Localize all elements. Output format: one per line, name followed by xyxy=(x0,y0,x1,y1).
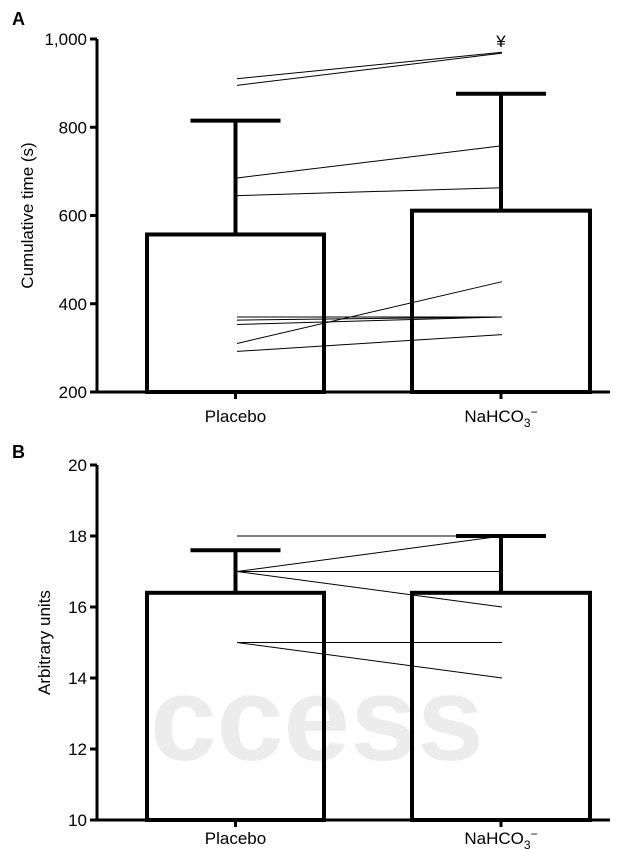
individual-line xyxy=(236,334,503,352)
y-tick-label: 18 xyxy=(68,527,87,546)
y-tick-label: 20 xyxy=(68,456,87,475)
individual-line xyxy=(236,52,503,86)
bar xyxy=(410,208,592,394)
individual-line xyxy=(236,145,503,179)
panel-b: B Arbitrary units 10 12 14 16 18 20 Placebo NaHCO… xyxy=(12,442,610,850)
y-tick-label: 800 xyxy=(59,118,87,137)
individual-line xyxy=(236,187,503,197)
y-axis-title: Cumulative time (s) xyxy=(18,142,37,288)
individual-line xyxy=(236,642,503,679)
watermark: ccess xyxy=(150,652,484,786)
y-tick-label: 400 xyxy=(59,295,87,314)
annotation: ¥ xyxy=(495,32,506,51)
individual-line xyxy=(236,316,503,325)
y-tick-label: 14 xyxy=(68,669,87,688)
panel-letter: B xyxy=(12,442,25,462)
x-tick-label: NaHCO3− xyxy=(464,405,537,430)
panel-a: A Cumulative time (s) 200 400 600 800 1,000 Pla… xyxy=(12,9,610,430)
individual-line xyxy=(236,571,503,608)
y-tick-label: 1,000 xyxy=(44,30,87,49)
y-tick-label: 10 xyxy=(68,811,87,830)
individual-line xyxy=(236,316,503,321)
individual-line xyxy=(236,535,503,572)
y-tick-label: 200 xyxy=(59,383,87,402)
x-tick-label: Placebo xyxy=(205,829,266,848)
y-axis-title: Arbitrary units xyxy=(35,590,54,695)
y-tick-label: 16 xyxy=(68,598,87,617)
bar xyxy=(145,232,326,394)
individual-line xyxy=(236,281,503,344)
y-tick-label: 600 xyxy=(59,207,87,226)
x-tick-label: Placebo xyxy=(205,407,266,426)
individual-line xyxy=(236,51,503,80)
x-tick-label: NaHCO3− xyxy=(464,827,537,850)
y-tick-label: 12 xyxy=(68,740,87,759)
panel-letter: A xyxy=(12,9,25,29)
